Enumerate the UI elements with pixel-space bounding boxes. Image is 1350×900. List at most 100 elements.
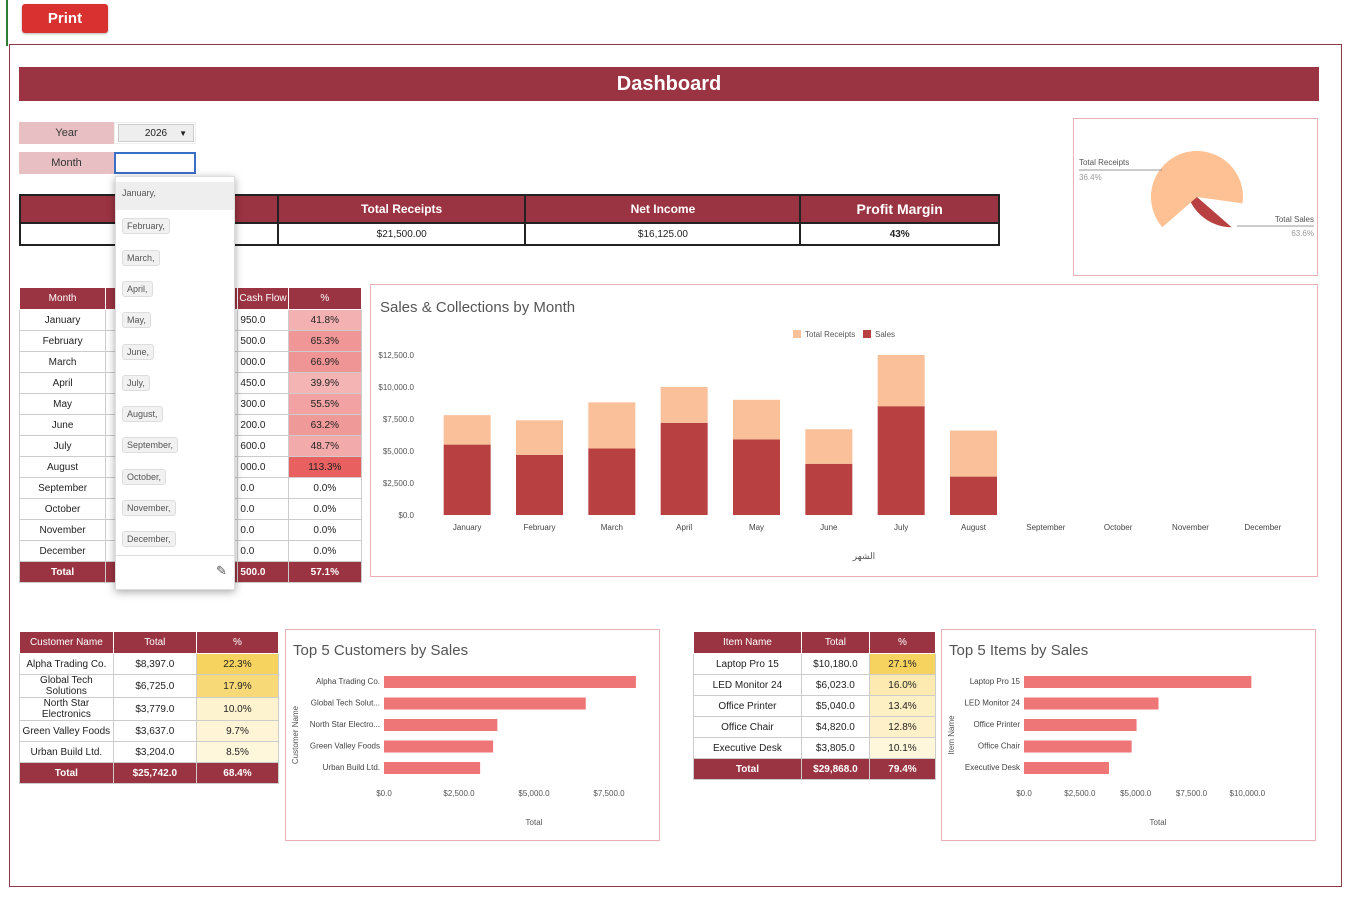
month-option[interactable]: January,: [116, 182, 234, 210]
y-tick-label: $10,000.0: [378, 383, 414, 392]
pct-cell: 17.9%: [195, 674, 280, 698]
pie-value-label: 36.4%: [1079, 173, 1102, 182]
month-option[interactable]: June,: [122, 343, 155, 360]
month-option[interactable]: April,: [122, 280, 153, 297]
x-tick-label: November: [1172, 523, 1209, 532]
hbar: [384, 740, 494, 753]
total-value: $29,868.0: [800, 758, 870, 780]
top-customers-chart-box: Top 5 Customers by Sales Alpha Trading C…: [285, 629, 660, 841]
y-tick-label: $7,500.0: [383, 415, 415, 424]
month-option[interactable]: May,: [122, 312, 151, 329]
y-tick-label: Office Chair: [978, 742, 1020, 751]
month-input[interactable]: [114, 152, 196, 174]
bar-receipts: [443, 415, 491, 445]
total-cell: $3,779.0: [112, 697, 197, 721]
legend-swatch-sales: [863, 330, 871, 338]
pct-cell: 16.0%: [868, 674, 937, 696]
cash-flow-cell: 300.0: [237, 393, 289, 415]
month-option[interactable]: July,: [122, 374, 150, 391]
table-row: LED Monitor 24 $6,023.0 16.0%: [693, 674, 937, 696]
total-pct: 68.4%: [195, 762, 280, 784]
month-cell: March: [18, 351, 107, 373]
cash-flow-cell: 0.0: [237, 477, 289, 499]
x-axis-label: الشهر: [852, 551, 875, 562]
cash-flow-cell: 500.0: [237, 330, 289, 352]
pct-cell: 8.5%: [195, 741, 280, 763]
hbar: [1024, 697, 1159, 710]
total-label: Total: [18, 561, 107, 583]
legend-label: Sales: [875, 330, 895, 339]
pct-cell: 9.7%: [195, 720, 280, 742]
name-cell: Alpha Trading Co.: [19, 653, 114, 675]
x-tick-label: September: [1026, 523, 1065, 532]
month-option[interactable]: March,: [122, 249, 160, 266]
total-cell: $8,397.0: [112, 653, 197, 675]
month-option[interactable]: December,: [122, 531, 176, 548]
dashboard-title: Dashboard: [19, 67, 1319, 101]
x-tick-label: $0.0: [376, 789, 392, 798]
month-cell: August: [18, 456, 107, 478]
total-label: Total: [693, 758, 802, 780]
x-tick-label: October: [1104, 523, 1133, 532]
cash-flow-cell: 200.0: [237, 414, 289, 436]
pie-label: Total Sales: [1275, 215, 1314, 224]
name-cell: Global Tech Solutions: [19, 674, 114, 698]
table-row: Green Valley Foods $3,637.0 9.7%: [19, 720, 280, 742]
y-tick-label: Laptop Pro 15: [970, 677, 1021, 686]
bar-receipts: [733, 399, 780, 440]
month-option[interactable]: October,: [122, 468, 167, 485]
total-cash-flow: 500.0: [237, 561, 289, 583]
table-row: Office Printer $5,040.0 13.4%: [693, 695, 937, 717]
bar-receipts: [877, 355, 925, 407]
month-option[interactable]: February,: [122, 218, 170, 235]
x-axis-label: Total: [526, 818, 543, 827]
month-option[interactable]: September,: [122, 437, 179, 454]
x-tick-label: $0.0: [1016, 789, 1032, 798]
pct-cell: 39.9%: [287, 372, 363, 394]
top-customers-chart: Alpha Trading Co. Global Tech Solut... Nor…: [291, 676, 636, 827]
pct-cell: 66.9%: [287, 351, 363, 373]
y-tick-label: Urban Build Ltd.: [323, 763, 380, 772]
month-option[interactable]: November,: [122, 500, 176, 516]
month-option[interactable]: August,: [122, 406, 163, 423]
print-button[interactable]: Print: [22, 4, 108, 33]
name-cell: Office Chair: [693, 716, 802, 738]
pie-slice: [1151, 151, 1243, 228]
month-cell: May: [18, 393, 107, 415]
pencil-icon[interactable]: ✎: [216, 563, 227, 578]
table-row: Alpha Trading Co. $8,397.0 22.3%: [19, 653, 280, 675]
bar-receipts: [516, 420, 563, 455]
total-pct: 57.1%: [287, 561, 363, 583]
x-tick-label: April: [676, 523, 692, 532]
year-select[interactable]: 2026 ▼: [118, 124, 194, 142]
hbar: [1024, 676, 1252, 688]
bar-sales: [805, 463, 853, 515]
top-items-chart-box: Top 5 Items by Sales Laptop Pro 15 LED Mo…: [941, 629, 1316, 841]
x-tick-label: August: [961, 523, 987, 532]
kpi-total-receipts: $21,500.00: [276, 222, 527, 246]
month-cell: February: [18, 330, 107, 352]
cash-flow-cell: 0.0: [237, 540, 289, 562]
bar-sales: [588, 448, 636, 515]
month-cell: June: [18, 414, 107, 436]
month-cell: April: [18, 372, 107, 394]
name-cell: Laptop Pro 15: [693, 653, 802, 675]
col-month: Month: [18, 287, 107, 310]
month-dropdown[interactable]: ✎ January, February, March, April, May, June,…: [115, 176, 235, 590]
total-cell: $3,637.0: [112, 720, 197, 742]
x-axis-label: Total: [1150, 818, 1167, 827]
dropdown-divider: [116, 555, 234, 556]
table-row: Executive Desk $3,805.0 10.1%: [693, 737, 937, 759]
y-tick-label: Global Tech Solut...: [311, 699, 380, 708]
x-tick-label: February: [523, 523, 555, 532]
y-tick-label: $2,500.0: [383, 479, 415, 488]
hbar: [1024, 740, 1132, 753]
cash-flow-cell: 000.0: [237, 456, 289, 478]
table-row: Laptop Pro 15 $10,180.0 27.1%: [693, 653, 937, 675]
x-tick-label: $2,500.0: [443, 789, 475, 798]
pct-cell: 27.1%: [868, 653, 937, 675]
total-row: Total $29,868.0 79.4%: [693, 758, 937, 780]
name-cell: Office Printer: [693, 695, 802, 717]
month-cell: January: [18, 309, 107, 331]
pie-slice: [1185, 151, 1232, 228]
